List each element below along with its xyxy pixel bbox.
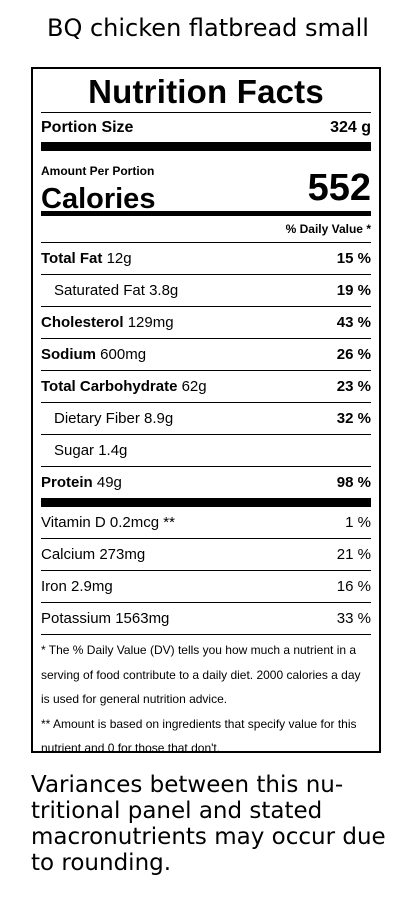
nutrient-name: Dietary Fiber	[54, 410, 140, 427]
daily-value-header: % Daily Value *	[41, 216, 371, 242]
vitamin-pct: 16 %	[336, 578, 371, 595]
vitamin-text: Iron 2.9mg	[41, 578, 113, 595]
nutrient-pct: 98 %	[336, 474, 371, 491]
nutrient-name: Cholesterol	[41, 314, 124, 331]
daily-value-header-label: % Daily Value *	[285, 222, 371, 236]
nutrient-pct: 15 %	[336, 250, 371, 267]
recipe-title: BQ chicken flatbread small	[47, 14, 369, 42]
nutrient-pct: 43 %	[336, 314, 371, 331]
nutrient-row-saturated-fat: Saturated Fat 3.8g 19 %	[41, 274, 371, 306]
calories-block: Amount Per Portion Calories 552	[41, 151, 371, 215]
vitamin-row-iron: Iron 2.9mg 16 %	[41, 570, 371, 602]
nutrient-row-protein: Protein 49g 98 %	[41, 466, 371, 498]
vitamin-row-vitamin-d: Vitamin D 0.2mcg ** 1 %	[41, 507, 371, 538]
nutrient-row-cholesterol: Cholesterol 129mg 43 %	[41, 306, 371, 338]
nutrient-row-sodium: Sodium 600mg 26 %	[41, 338, 371, 370]
nutrient-amount: 49g	[96, 474, 122, 491]
nutrient-amount: 62g	[181, 378, 207, 395]
portion-label: Portion Size	[41, 118, 134, 136]
nutrient-amount: 129mg	[127, 314, 174, 331]
vitamin-pct: 33 %	[336, 610, 371, 627]
portion-value: 324 g	[330, 118, 371, 136]
variances-note: Variances between this nu-tritional pane…	[31, 772, 386, 876]
calories-value: 552	[307, 167, 371, 209]
nutrient-pct: 26 %	[336, 346, 371, 363]
medium-divider	[41, 211, 371, 216]
nutrient-pct: 19 %	[336, 282, 371, 299]
nutrient-row-sugar: Sugar 1.4g	[41, 434, 371, 466]
vitamin-text: Potassium 1563mg	[41, 610, 170, 627]
vitamin-row-potassium: Potassium 1563mg 33 %	[41, 602, 371, 634]
thick-divider	[41, 498, 371, 507]
nutrient-name: Sodium	[41, 346, 96, 363]
nutrient-pct: 32 %	[336, 410, 371, 427]
vitamin-row-calcium: Calcium 273mg 21 %	[41, 538, 371, 570]
thick-divider	[41, 142, 371, 151]
nutrient-amount: 12g	[106, 250, 132, 267]
nutrient-amount: 8.9g	[144, 410, 174, 427]
vitamin-text: Calcium 273mg	[41, 546, 146, 563]
nutrient-pct: 23 %	[336, 378, 371, 395]
vitamin-pct: 21 %	[336, 546, 371, 563]
portion-size-row: Portion Size 324 g	[41, 112, 371, 142]
nutrient-row-total-carbohydrate: Total Carbohydrate 62g 23 %	[41, 370, 371, 402]
nutrient-amount: 600mg	[100, 346, 147, 363]
nutrient-amount: 1.4g	[98, 442, 128, 459]
nutrient-name: Total Fat	[41, 250, 103, 267]
footnote-daily-value: * The % Daily Value (DV) tells you how m…	[41, 643, 361, 706]
footnote-ingredients: ** Amount is based on ingredients that s…	[41, 716, 357, 756]
nutrient-row-dietary-fiber: Dietary Fiber 8.9g 32 %	[41, 402, 371, 434]
nutrient-name: Total Carbohydrate	[41, 378, 178, 395]
nutrient-name: Protein	[41, 474, 93, 491]
nutrition-facts-panel: Nutrition Facts Portion Size 324 g Amoun…	[31, 67, 381, 755]
amount-per-portion-label: Amount Per Portion	[41, 164, 155, 178]
footnote: * The % Daily Value (DV) tells you how m…	[41, 634, 371, 761]
vitamin-pct: 1 %	[345, 514, 371, 531]
nutrient-row-total-fat: Total Fat 12g 15 %	[41, 242, 371, 274]
nutrient-amount: 3.8g	[149, 282, 179, 299]
nutrient-name: Sugar	[54, 442, 95, 459]
panel-title: Nutrition Facts	[88, 73, 324, 110]
nutrient-name: Saturated Fat	[54, 282, 145, 299]
vitamin-text: Vitamin D 0.2mcg **	[41, 514, 175, 531]
calories-label: Calories	[41, 183, 156, 215]
